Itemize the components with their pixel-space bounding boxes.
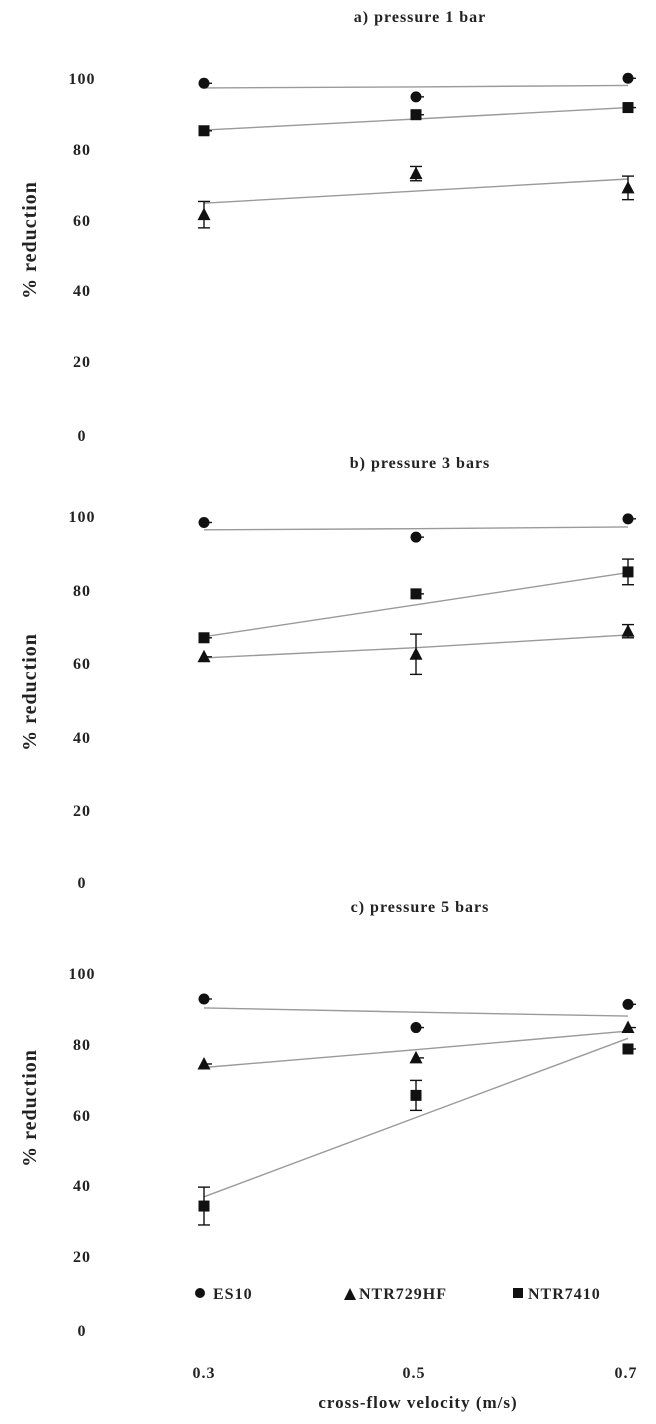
panel-b-point-es10-0 <box>198 516 210 528</box>
legend: ES10 NTR729HF NTR7410 <box>195 1286 601 1303</box>
panel-b-y-tick-40: 40 <box>73 730 91 747</box>
legend-marker-es10 <box>195 1288 205 1298</box>
panel-b-y-axis-label: % reduction <box>19 633 41 751</box>
panel-b-point-ntr729hf-0 <box>197 649 211 663</box>
panel-c-trendline-es10 <box>203 1007 629 1017</box>
panel-c-point-ntr7410-1 <box>410 1089 422 1101</box>
legend-marker-ntr7410 <box>513 1288 523 1298</box>
panel-c-y-tick-80: 80 <box>73 1037 91 1054</box>
panel-b-title: b) pressure 3 bars <box>350 455 491 472</box>
panel-c-point-ntr729hf-1 <box>409 1050 423 1064</box>
legend-marker-ntr729hf <box>344 1288 356 1300</box>
panel-a-y-tick-40: 40 <box>73 283 91 300</box>
panel-c-point-ntr7410-2 <box>622 1043 634 1055</box>
legend-label-es10: ES10 <box>213 1286 253 1303</box>
panel-c-title: c) pressure 5 bars <box>351 899 490 916</box>
panel-a-point-ntr729hf-0 <box>197 207 211 221</box>
panel-c-point-ntr7410-0 <box>198 1200 210 1212</box>
panel-a-y-axis-label: % reduction <box>19 181 41 299</box>
panel-b-y-tick-0: 0 <box>78 875 87 892</box>
panel-b-point-ntr7410-0 <box>198 632 210 644</box>
panel-b-point-es10-2 <box>622 513 634 525</box>
panel-a-y-tick-20: 20 <box>73 354 91 371</box>
panel-b-y-tick-80: 80 <box>73 583 91 600</box>
x-tick-0.5: 0.5 <box>403 1365 426 1382</box>
panel-b-point-es10-1 <box>410 531 422 543</box>
panel-a-y-tick-60: 60 <box>73 213 91 230</box>
panel-c-y-tick-60: 60 <box>73 1108 91 1125</box>
panel-b-y-tick-100: 100 <box>69 509 96 526</box>
panel-c-point-ntr729hf-2 <box>621 1020 635 1034</box>
panel-c-y-tick-20: 20 <box>73 1249 91 1266</box>
panel-b-point-ntr729hf-2 <box>621 624 635 637</box>
panel-b-trendline-ntr7410 <box>203 571 629 638</box>
panel-b-trendline-es10 <box>203 526 629 531</box>
panel-b-y-tick-60: 60 <box>73 656 91 673</box>
data-marks <box>197 72 636 1226</box>
legend-label-ntr7410: NTR7410 <box>528 1286 601 1303</box>
panel-c-point-es10-2 <box>622 998 634 1010</box>
panel-b-point-ntr7410-2 <box>622 566 634 578</box>
panel-a-point-ntr7410-2 <box>622 102 634 114</box>
panel-a-y-tick-80: 80 <box>73 142 91 159</box>
panel-a-point-ntr7410-0 <box>198 125 210 137</box>
x-axis-label: cross-flow velocity (m/s) <box>318 1393 517 1412</box>
panel-c-trendline-ntr7410 <box>203 1037 629 1198</box>
panel-a-y-tick-100: 100 <box>69 71 96 88</box>
panel-a-point-ntr729hf-1 <box>409 166 423 180</box>
panel-a-point-es10-0 <box>198 77 210 89</box>
panel-a-y-tick-0: 0 <box>78 428 87 445</box>
panel-c-y-axis-label: % reduction <box>19 1049 41 1167</box>
x-tick-0.7: 0.7 <box>615 1365 638 1382</box>
panel-a-point-es10-2 <box>622 72 634 84</box>
panel-c-y-tick-40: 40 <box>73 1178 91 1195</box>
panel-c-y-tick-0: 0 <box>78 1323 87 1340</box>
panel-c-trendline-ntr729hf <box>203 1030 629 1069</box>
panel-c-point-es10-0 <box>198 993 210 1005</box>
panel-a-trendline-ntr729hf <box>203 178 629 204</box>
panel-c-point-ntr729hf-0 <box>197 1056 211 1070</box>
panel-a-point-ntr7410-1 <box>410 109 422 121</box>
panel-b-point-ntr7410-1 <box>410 588 422 600</box>
panel-b-point-ntr729hf-1 <box>409 647 423 660</box>
panel-c-y-tick-100: 100 <box>69 966 96 983</box>
panel-a-point-es10-1 <box>410 91 422 103</box>
panel-a-trendline-es10 <box>203 84 629 89</box>
x-tick-0.3: 0.3 <box>193 1365 216 1382</box>
panel-a-title: a) pressure 1 bar <box>354 9 486 26</box>
panel-b-y-tick-20: 20 <box>73 803 91 820</box>
panel-a-point-ntr729hf-2 <box>621 180 635 194</box>
panel-c-point-es10-1 <box>410 1022 422 1034</box>
legend-label-ntr729hf: NTR729HF <box>359 1286 447 1303</box>
